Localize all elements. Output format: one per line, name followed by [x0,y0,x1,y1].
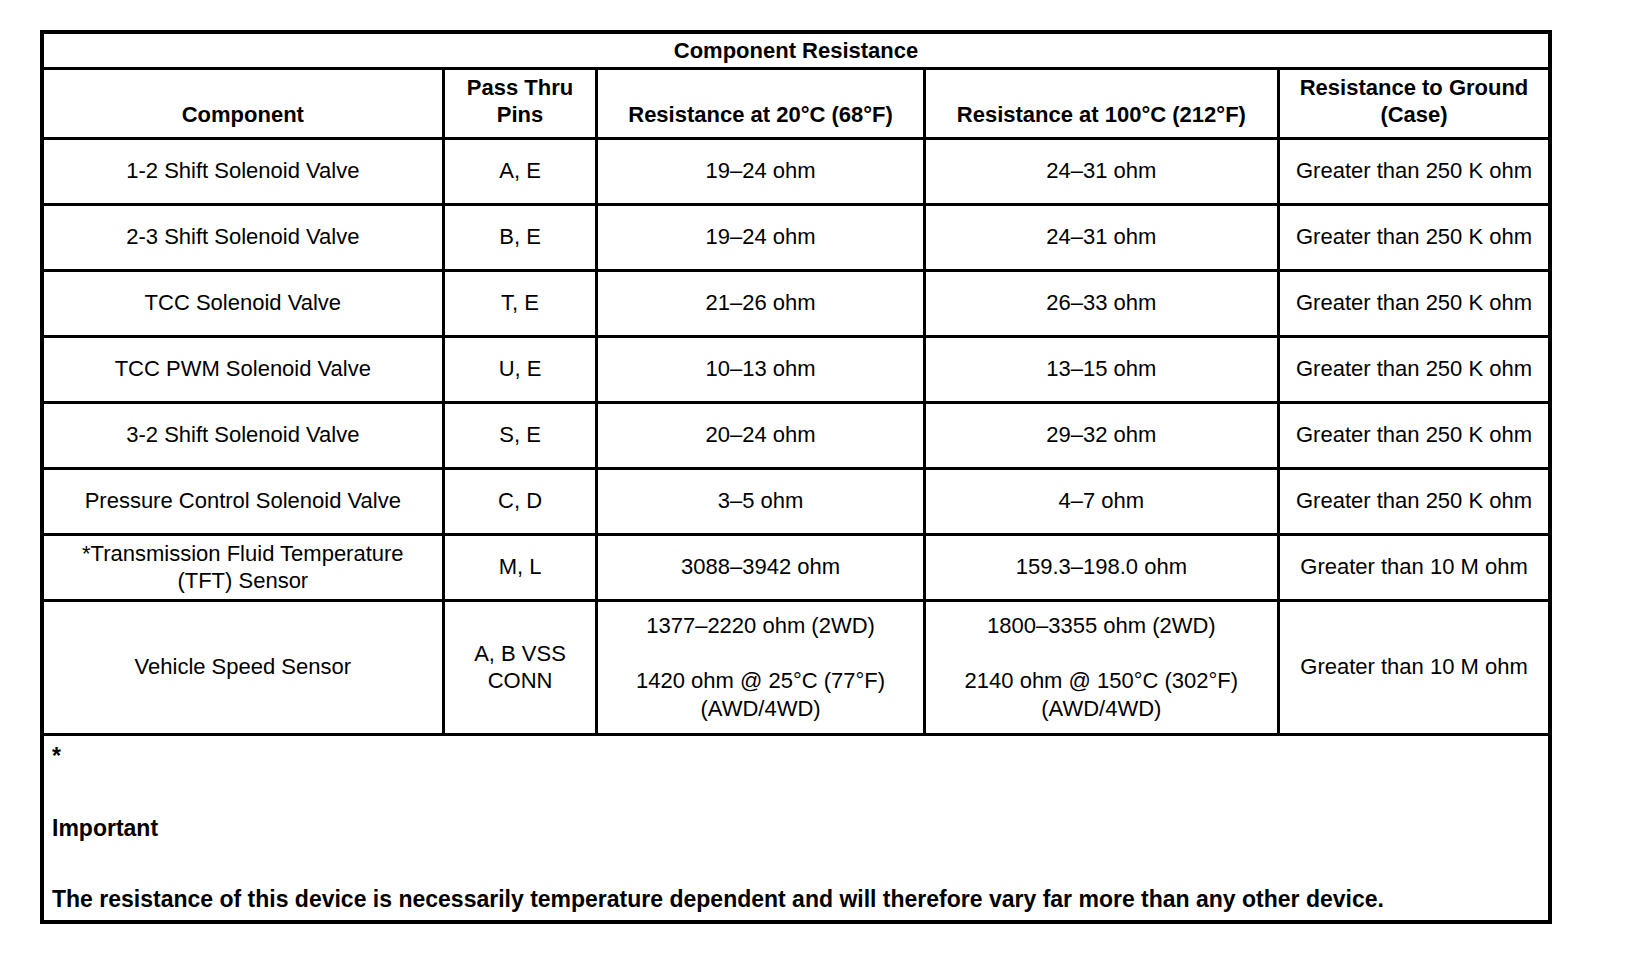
component-resistance-table: Component Resistance Component Pass Thru… [40,30,1552,924]
resistance-20c-cell: 3088–3942 ohm [597,534,924,600]
table-row: Pressure Control Solenoid Valve C, D 3–5… [42,468,1550,534]
resistance-ground-cell: Greater than 10 M ohm [1279,534,1550,600]
table-header-row: Component Pass Thru Pins Resistance at 2… [42,68,1550,138]
table-row: 3-2 Shift Solenoid Valve S, E 20–24 ohm … [42,402,1550,468]
table-row: 2-3 Shift Solenoid Valve B, E 19–24 ohm … [42,204,1550,270]
resistance-20c-cell: 10–13 ohm [597,336,924,402]
pins-cell: A, E [443,138,597,204]
resistance-100c-cell: 1800–3355 ohm (2WD) 2140 ohm @ 150°C (30… [924,600,1278,734]
resistance-ground-cell: Greater than 250 K ohm [1279,468,1550,534]
resistance-20c-cell: 21–26 ohm [597,270,924,336]
component-cell: Pressure Control Solenoid Valve [42,468,443,534]
component-cell: Vehicle Speed Sensor [42,600,443,734]
table-title: Component Resistance [42,32,1550,68]
resistance-100c-cell: 24–31 ohm [924,138,1278,204]
resistance-100c-cell: 4–7 ohm [924,468,1278,534]
resistance-20c-cell: 20–24 ohm [597,402,924,468]
pins-cell: S, E [443,402,597,468]
table-row: *Transmission Fluid Temperature (TFT) Se… [42,534,1550,600]
table-row: Vehicle Speed Sensor A, B VSS CONN 1377–… [42,600,1550,734]
component-cell: 3-2 Shift Solenoid Valve [42,402,443,468]
col-header-pass-thru-pins: Pass Thru Pins [443,68,597,138]
table-row: TCC Solenoid Valve T, E 21–26 ohm 26–33 … [42,270,1550,336]
footnote-marker: * [52,742,1540,771]
resistance-ground-cell: Greater than 250 K ohm [1279,204,1550,270]
component-cell: TCC PWM Solenoid Valve [42,336,443,402]
resistance-100c-cell: 26–33 ohm [924,270,1278,336]
component-cell: TCC Solenoid Valve [42,270,443,336]
pins-cell: A, B VSS CONN [443,600,597,734]
resistance-ground-cell: Greater than 10 M ohm [1279,600,1550,734]
resistance-ground-cell: Greater than 250 K ohm [1279,336,1550,402]
col-header-component: Component [42,68,443,138]
document-page: Component Resistance Component Pass Thru… [0,0,1632,964]
table-row: 1-2 Shift Solenoid Valve A, E 19–24 ohm … [42,138,1550,204]
pins-cell: C, D [443,468,597,534]
component-cell: 2-3 Shift Solenoid Valve [42,204,443,270]
component-cell: 1-2 Shift Solenoid Valve [42,138,443,204]
resistance-100c-cell: 159.3–198.0 ohm [924,534,1278,600]
resistance-ground-cell: Greater than 250 K ohm [1279,270,1550,336]
col-header-resistance-20c: Resistance at 20°C (68°F) [597,68,924,138]
footnote-heading: Important [52,814,1540,843]
resistance-ground-cell: Greater than 250 K ohm [1279,402,1550,468]
component-cell: *Transmission Fluid Temperature (TFT) Se… [42,534,443,600]
resistance-100c-cell: 29–32 ohm [924,402,1278,468]
resistance-20c-cell: 19–24 ohm [597,204,924,270]
table-row: TCC PWM Solenoid Valve U, E 10–13 ohm 13… [42,336,1550,402]
footnote-cell: * Important The resistance of this devic… [42,734,1550,922]
pins-cell: U, E [443,336,597,402]
pins-cell: B, E [443,204,597,270]
pins-cell: T, E [443,270,597,336]
col-header-resistance-ground: Resistance to Ground (Case) [1279,68,1550,138]
col-header-resistance-100c: Resistance at 100°C (212°F) [924,68,1278,138]
pins-cell: M, L [443,534,597,600]
footnote-text: The resistance of this device is necessa… [52,885,1540,914]
table-title-row: Component Resistance [42,32,1550,68]
resistance-20c-cell: 19–24 ohm [597,138,924,204]
resistance-100c-cell: 24–31 ohm [924,204,1278,270]
footnote-row: * Important The resistance of this devic… [42,734,1550,922]
resistance-100c-cell: 13–15 ohm [924,336,1278,402]
resistance-ground-cell: Greater than 250 K ohm [1279,138,1550,204]
resistance-20c-cell: 3–5 ohm [597,468,924,534]
resistance-20c-cell: 1377–2220 ohm (2WD) 1420 ohm @ 25°C (77°… [597,600,924,734]
